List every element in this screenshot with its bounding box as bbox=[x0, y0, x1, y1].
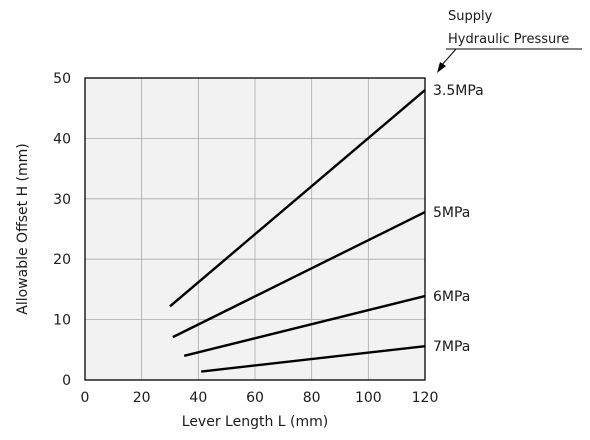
series-label-0: 3.5MPa bbox=[433, 83, 484, 99]
y-tick-label: 30 bbox=[53, 192, 71, 208]
x-tick-label: 60 bbox=[246, 390, 264, 406]
plot-frame bbox=[84, 77, 426, 381]
series-line-1 bbox=[172, 211, 426, 339]
annotation-leader bbox=[440, 48, 457, 67]
x-tick-label: 0 bbox=[81, 390, 90, 406]
y-tick-labels: 0 10 20 30 40 50 bbox=[53, 71, 71, 389]
x-tick-label: 120 bbox=[412, 390, 439, 406]
x-tick-label: 80 bbox=[303, 390, 321, 406]
series-labels: 3.5MPa 5MPa 6MPa 7MPa bbox=[433, 83, 484, 355]
x-tick-label: 100 bbox=[355, 390, 382, 406]
series-line-2 bbox=[183, 294, 426, 358]
series-line-0 bbox=[169, 89, 426, 308]
x-tick-label: 20 bbox=[133, 390, 151, 406]
y-tick-label: 10 bbox=[53, 313, 71, 329]
y-axis-title: Allowable Offset H (mm) bbox=[15, 143, 31, 314]
x-tick-label: 40 bbox=[189, 390, 207, 406]
series-line-3 bbox=[201, 344, 426, 373]
annotation-arrowhead-icon bbox=[437, 62, 446, 73]
series-label-1: 5MPa bbox=[433, 205, 470, 221]
grid-lines bbox=[85, 78, 425, 380]
annotation-line-1: Supply bbox=[448, 9, 493, 24]
x-axis-title: Lever Length L (mm) bbox=[182, 414, 328, 430]
y-tick-label: 40 bbox=[53, 131, 71, 147]
x-tick-labels: 0 20 40 60 80 100 120 bbox=[81, 390, 439, 406]
series-lines bbox=[169, 89, 426, 373]
series-label-3: 7MPa bbox=[433, 339, 470, 355]
y-tick-label: 50 bbox=[53, 71, 71, 87]
supply-pressure-annotation: Supply Hydraulic Pressure bbox=[437, 9, 582, 73]
series-label-2: 6MPa bbox=[433, 289, 470, 305]
annotation-line-2: Hydraulic Pressure bbox=[448, 32, 569, 47]
y-tick-label: 0 bbox=[62, 373, 71, 389]
y-tick-label: 20 bbox=[53, 252, 71, 268]
